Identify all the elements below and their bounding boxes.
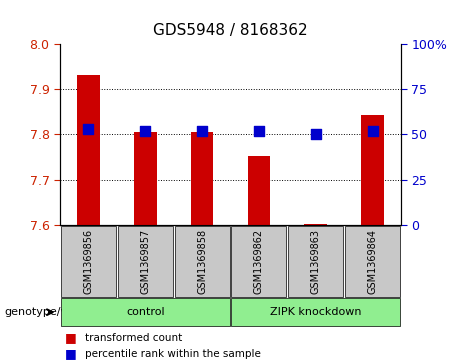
- Title: GDS5948 / 8168362: GDS5948 / 8168362: [153, 23, 308, 38]
- Text: ■: ■: [65, 347, 76, 360]
- Bar: [304, 224, 327, 225]
- Bar: [248, 156, 270, 225]
- Point: [255, 128, 263, 134]
- Text: percentile rank within the sample: percentile rank within the sample: [85, 349, 261, 359]
- Text: control: control: [126, 307, 165, 317]
- Bar: [134, 132, 157, 225]
- Text: ■: ■: [65, 331, 76, 344]
- Point: [142, 128, 149, 134]
- Bar: [361, 115, 384, 225]
- Text: GSM1369856: GSM1369856: [83, 229, 94, 294]
- Text: GSM1369863: GSM1369863: [311, 229, 321, 294]
- Text: ZIPK knockdown: ZIPK knockdown: [270, 307, 361, 317]
- Text: GSM1369862: GSM1369862: [254, 229, 264, 294]
- Text: transformed count: transformed count: [85, 333, 183, 343]
- Point: [369, 128, 376, 134]
- Bar: [77, 76, 100, 225]
- Text: genotype/variation: genotype/variation: [5, 307, 111, 317]
- Text: GSM1369858: GSM1369858: [197, 229, 207, 294]
- Text: GSM1369864: GSM1369864: [367, 229, 378, 294]
- Point: [198, 128, 206, 134]
- Bar: [191, 132, 213, 225]
- Point: [85, 126, 92, 132]
- Text: GSM1369857: GSM1369857: [140, 229, 150, 294]
- Point: [312, 131, 319, 137]
